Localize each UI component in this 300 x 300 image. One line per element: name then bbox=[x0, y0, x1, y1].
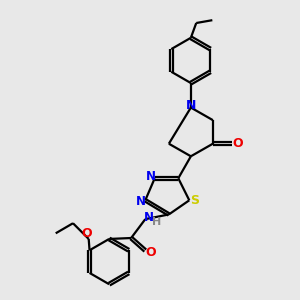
Text: O: O bbox=[232, 137, 243, 150]
Text: N: N bbox=[144, 212, 154, 224]
Text: H: H bbox=[152, 217, 161, 227]
Text: O: O bbox=[146, 246, 156, 259]
Text: N: N bbox=[146, 170, 156, 183]
Text: N: N bbox=[136, 195, 146, 208]
Text: S: S bbox=[190, 194, 200, 207]
Text: N: N bbox=[186, 100, 196, 112]
Text: O: O bbox=[82, 227, 92, 240]
